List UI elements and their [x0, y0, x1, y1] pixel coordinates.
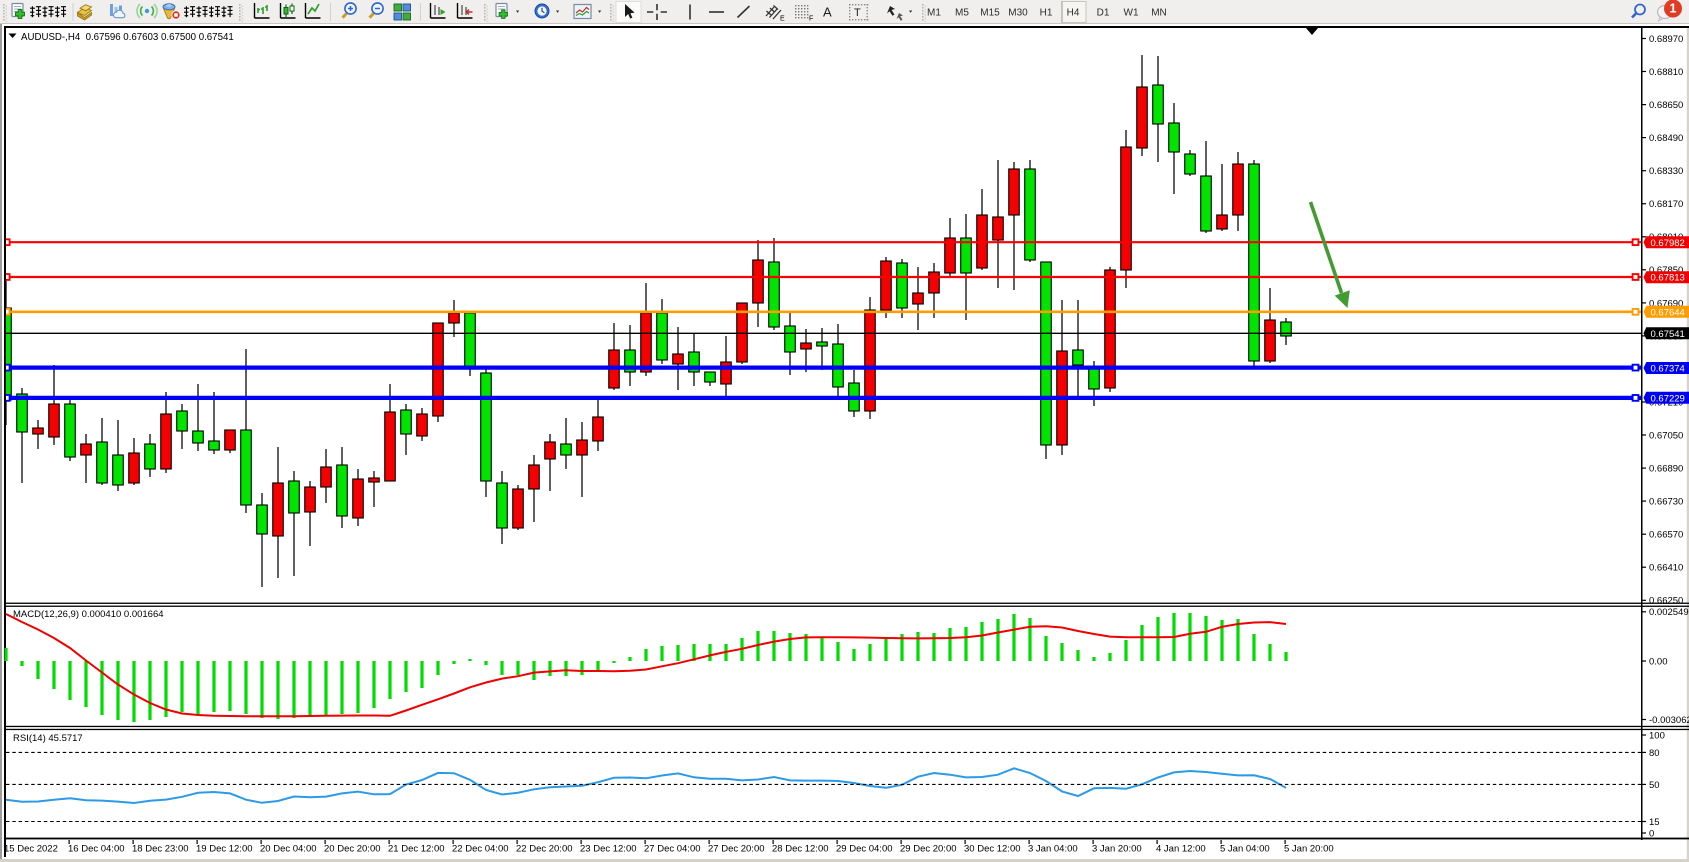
- svg-text:0.67813: 0.67813: [1651, 273, 1685, 284]
- svg-text:20 Dec 20:00: 20 Dec 20:00: [324, 844, 381, 855]
- svg-text:22 Dec 04:00: 22 Dec 04:00: [452, 844, 509, 855]
- svg-text:3 Jan 20:00: 3 Jan 20:00: [1092, 844, 1142, 855]
- svg-text:15: 15: [1649, 817, 1660, 828]
- svg-text:3 Jan 04:00: 3 Jan 04:00: [1028, 844, 1078, 855]
- svg-text:0.002549: 0.002549: [1649, 607, 1689, 618]
- svg-text:20 Dec 04:00: 20 Dec 04:00: [260, 844, 317, 855]
- svg-text:M15: M15: [980, 8, 1000, 19]
- svg-text:0.67374: 0.67374: [1651, 364, 1685, 375]
- svg-text:23 Dec 12:00: 23 Dec 12:00: [580, 844, 637, 855]
- svg-text:29 Dec 04:00: 29 Dec 04:00: [836, 844, 893, 855]
- svg-text:W1: W1: [1124, 8, 1139, 19]
- svg-text:29 Dec 20:00: 29 Dec 20:00: [900, 844, 957, 855]
- svg-text:MN: MN: [1151, 8, 1167, 19]
- svg-text:0.68170: 0.68170: [1649, 199, 1683, 210]
- svg-text:M1: M1: [927, 8, 941, 19]
- svg-text:RSI(14) 45.5717: RSI(14) 45.5717: [13, 733, 83, 744]
- svg-text:28 Dec 12:00: 28 Dec 12:00: [772, 844, 829, 855]
- svg-text:0.67541: 0.67541: [1651, 329, 1685, 340]
- svg-text:MACD(12,26,9) 0.000410 0.00166: MACD(12,26,9) 0.000410 0.001664: [13, 609, 164, 620]
- svg-text:27 Dec 04:00: 27 Dec 04:00: [644, 844, 701, 855]
- svg-text:H1: H1: [1040, 8, 1053, 19]
- svg-text:0.66890: 0.66890: [1649, 464, 1683, 475]
- svg-text:0.66250: 0.66250: [1649, 596, 1683, 607]
- svg-text:F: F: [809, 16, 813, 23]
- svg-text:0.66570: 0.66570: [1649, 530, 1683, 541]
- svg-text:M30: M30: [1008, 8, 1028, 19]
- svg-text:80: 80: [1649, 748, 1660, 759]
- svg-text:0.67850: 0.67850: [1649, 265, 1683, 276]
- svg-text:4 Jan 12:00: 4 Jan 12:00: [1156, 844, 1206, 855]
- svg-text:50: 50: [1649, 780, 1660, 791]
- svg-text:0.68970: 0.68970: [1649, 34, 1683, 45]
- svg-text:0.67229: 0.67229: [1651, 393, 1685, 404]
- svg-text:0: 0: [1649, 828, 1654, 839]
- svg-text:21 Dec 12:00: 21 Dec 12:00: [388, 844, 445, 855]
- svg-text:0.68330: 0.68330: [1649, 166, 1683, 177]
- svg-text:0.68810: 0.68810: [1649, 67, 1683, 78]
- svg-text:-0.003062: -0.003062: [1649, 715, 1689, 726]
- svg-text:5 Jan 20:00: 5 Jan 20:00: [1284, 844, 1334, 855]
- svg-text:T: T: [854, 7, 861, 19]
- svg-text:AUDUSD-,H4 0.67596 0.67603 0.: AUDUSD-,H4 0.67596 0.67603 0.67500 0.675…: [21, 32, 234, 43]
- svg-text:A: A: [823, 5, 832, 20]
- svg-text:0.67644: 0.67644: [1651, 307, 1685, 318]
- svg-text:0.68490: 0.68490: [1649, 133, 1683, 144]
- svg-text:5 Jan 04:00: 5 Jan 04:00: [1220, 844, 1270, 855]
- svg-text:0.66410: 0.66410: [1649, 563, 1683, 574]
- svg-text:30 Dec 12:00: 30 Dec 12:00: [964, 844, 1021, 855]
- svg-text:M5: M5: [955, 8, 969, 19]
- svg-text:100: 100: [1649, 730, 1665, 741]
- svg-text:1: 1: [1670, 2, 1677, 16]
- svg-text:0.67982: 0.67982: [1651, 238, 1685, 249]
- svg-text:0.66730: 0.66730: [1649, 497, 1683, 508]
- svg-text:15 Dec 2022: 15 Dec 2022: [4, 844, 58, 855]
- svg-text:D1: D1: [1097, 8, 1110, 19]
- svg-text:H4: H4: [1067, 8, 1080, 19]
- svg-text:0.00: 0.00: [1649, 656, 1668, 667]
- svg-text:18 Dec 23:00: 18 Dec 23:00: [132, 844, 189, 855]
- svg-text:0.68650: 0.68650: [1649, 100, 1683, 111]
- svg-text:0.67050: 0.67050: [1649, 430, 1683, 441]
- svg-text:22 Dec 20:00: 22 Dec 20:00: [516, 844, 573, 855]
- svg-text:27 Dec 20:00: 27 Dec 20:00: [708, 844, 765, 855]
- svg-text:19 Dec 12:00: 19 Dec 12:00: [196, 844, 253, 855]
- svg-text:16 Dec 04:00: 16 Dec 04:00: [68, 844, 125, 855]
- svg-text:E: E: [780, 16, 785, 23]
- svg-text:0.67690: 0.67690: [1649, 298, 1683, 309]
